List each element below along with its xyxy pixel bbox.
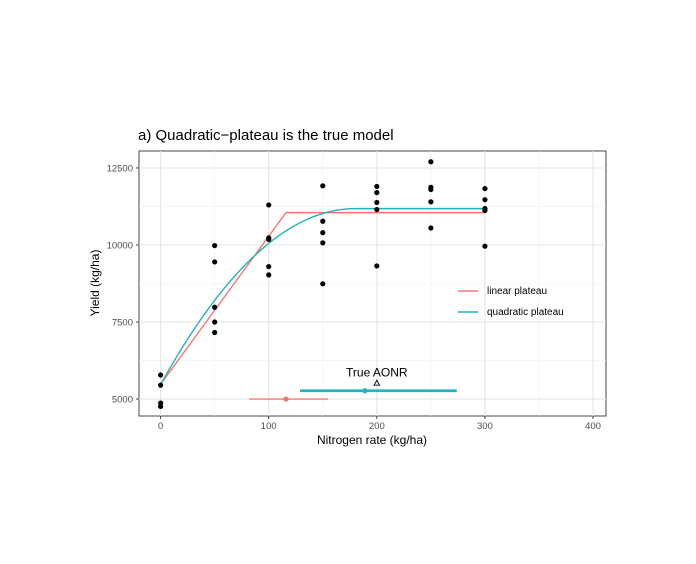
data-point: [482, 243, 488, 249]
data-point: [320, 281, 326, 287]
data-point: [212, 319, 218, 325]
data-point: [428, 225, 434, 231]
x-tick-label: 0: [158, 421, 163, 432]
data-point: [428, 199, 434, 205]
data-point: [428, 186, 434, 193]
data-point: [428, 159, 434, 165]
y-tick-label: 12500: [107, 163, 133, 174]
data-point: [212, 242, 218, 249]
legend: linear plateau quadratic plateau: [458, 286, 564, 318]
data-point: [266, 202, 272, 208]
data-point: [374, 263, 380, 269]
data-point: [212, 259, 218, 265]
y-tick-label: 5000: [112, 395, 133, 406]
data-point: [374, 189, 380, 196]
data-point: [158, 403, 164, 410]
data-point: [320, 218, 326, 224]
axis-ticks: 0 100 200 300 400 5000 7500 10000 12500: [107, 163, 601, 432]
data-point: [158, 372, 164, 378]
data-point: [482, 185, 488, 192]
aonr-intervals: [249, 388, 457, 402]
y-axis-title: Yield (kg/ha): [88, 250, 102, 317]
data-point: [158, 382, 164, 388]
data-point: [374, 199, 380, 206]
fitted-lines: [160, 207, 485, 385]
linear-plateau-line: [160, 211, 485, 385]
y-tick-label: 10000: [107, 240, 133, 251]
linear-plateau-aonr-point: [283, 396, 289, 402]
data-point: [374, 206, 380, 213]
data-point: [482, 197, 488, 203]
data-point: [212, 329, 218, 336]
data-point: [212, 304, 218, 310]
true-aonr-marker: [373, 379, 381, 386]
legend-label-linear-plateau: linear plateau: [487, 286, 547, 297]
x-axis-title: Nitrogen rate (kg/ha): [317, 433, 427, 447]
data-point: [266, 272, 272, 278]
quadratic-plateau-aonr-point: [362, 388, 368, 394]
data-points: [158, 159, 488, 410]
data-point: [266, 263, 272, 270]
data-point: [320, 183, 326, 189]
true-aonr-label: True AONR: [346, 366, 408, 380]
legend-label-quadratic-plateau: quadratic plateau: [487, 307, 564, 318]
data-point: [482, 207, 488, 214]
data-point: [320, 240, 326, 246]
x-tick-label: 300: [477, 421, 493, 432]
x-tick-label: 400: [585, 421, 601, 432]
y-tick-label: 7500: [112, 318, 133, 329]
x-tick-label: 200: [369, 421, 385, 432]
data-point: [374, 183, 380, 190]
chart-title: a) Quadratic−plateau is the true model: [138, 127, 394, 144]
data-point: [266, 236, 272, 243]
data-point: [320, 230, 326, 236]
quadratic-plateau-line: [160, 207, 485, 385]
x-tick-label: 100: [261, 421, 277, 432]
